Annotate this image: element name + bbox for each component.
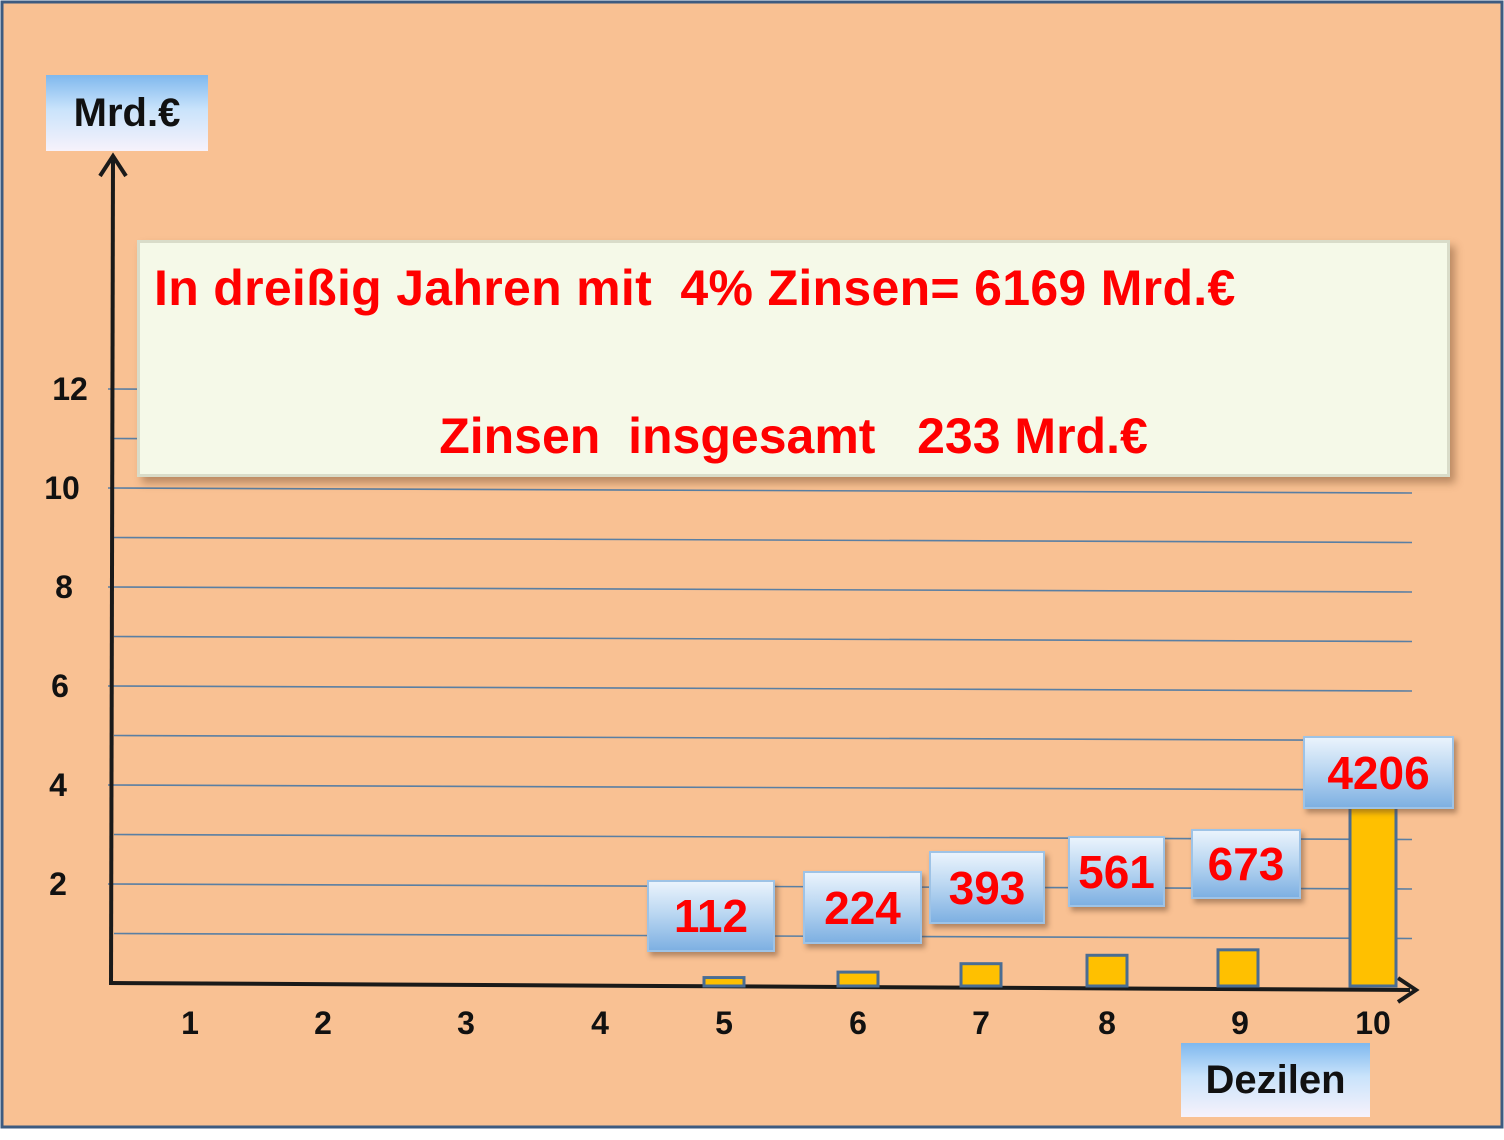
gridline — [107, 487, 1413, 494]
gridline — [107, 586, 1413, 593]
bar-value-label: 673 — [1191, 829, 1301, 899]
gridline — [107, 685, 1413, 692]
gridline — [113, 635, 1413, 643]
bar-value-label: 4206 — [1303, 736, 1454, 809]
x-tick-label: 10 — [1355, 1005, 1391, 1041]
y-tick-label: 10 — [44, 470, 80, 506]
x-tick-label: 5 — [715, 1005, 733, 1041]
y-tick-labels: 2 4 6 8 10 12 — [44, 371, 88, 902]
bar — [1216, 948, 1260, 988]
bars — [702, 773, 1398, 988]
x-tick-label: 4 — [591, 1005, 609, 1041]
x-axis-label: Dezilen — [1181, 1043, 1370, 1117]
y-axis-arrowhead — [98, 152, 128, 178]
bar-value-label: 224 — [803, 871, 922, 944]
bar-value-label: 393 — [929, 851, 1045, 924]
info-line-1: In dreißig Jahren mit 4% Zinsen= 6169 Mr… — [154, 260, 1236, 316]
x-axis-arrowhead — [1396, 976, 1420, 1004]
bar — [959, 962, 1003, 988]
bar — [1348, 773, 1398, 988]
x-axis-line — [108, 981, 1411, 992]
x-tick-labels: 1 2 3 4 5 6 7 8 9 10 — [181, 1005, 1391, 1041]
x-tick-label: 3 — [457, 1005, 475, 1041]
x-tick-label: 1 — [181, 1005, 199, 1041]
gridline — [113, 536, 1413, 544]
gridline — [107, 784, 1413, 791]
x-tick-label: 6 — [849, 1005, 867, 1041]
info-box: In dreißig Jahren mit 4% Zinsen= 6169 Mr… — [137, 240, 1450, 477]
bar — [1085, 953, 1129, 988]
y-axis-line — [109, 159, 115, 986]
y-tick-label: 8 — [55, 569, 73, 605]
bar — [702, 976, 746, 988]
y-tick-label: 4 — [49, 767, 67, 803]
y-axis-unit-label: Mrd.€ — [46, 75, 208, 151]
x-tick-label: 2 — [314, 1005, 332, 1041]
axes — [98, 152, 1420, 1004]
gridline — [113, 734, 1413, 742]
x-tick-label: 8 — [1098, 1005, 1116, 1041]
x-tick-label: 7 — [972, 1005, 990, 1041]
bar-value-label: 561 — [1068, 836, 1165, 907]
y-tick-label: 2 — [49, 866, 67, 902]
bar-value-label: 112 — [647, 880, 775, 952]
info-line-2: Zinsen insgesamt 233 Mrd.€ — [439, 408, 1148, 464]
y-tick-label: 12 — [52, 371, 88, 407]
bar — [836, 970, 880, 988]
y-tick-label: 6 — [51, 668, 69, 704]
x-tick-label: 9 — [1231, 1005, 1249, 1041]
